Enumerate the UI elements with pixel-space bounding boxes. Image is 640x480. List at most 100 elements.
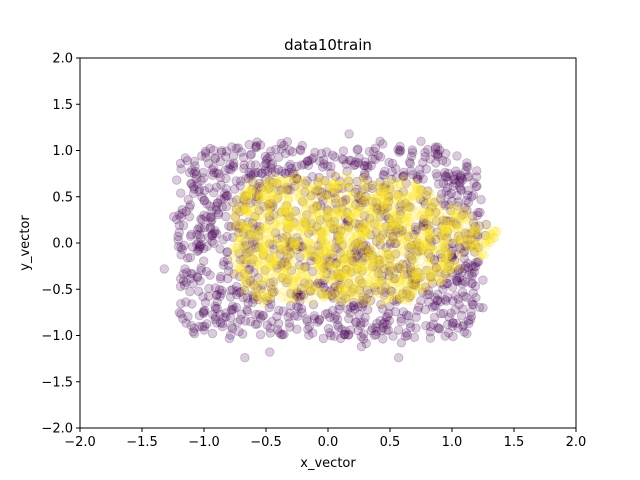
yellow-point — [409, 273, 420, 283]
purple-point — [355, 320, 366, 331]
purple-point — [276, 244, 286, 255]
purple-point — [380, 210, 391, 221]
purple-point — [252, 319, 262, 329]
yellow-point — [303, 236, 314, 247]
yellow-point — [328, 220, 339, 230]
yellow-point — [349, 293, 359, 303]
yellow-point — [332, 263, 343, 274]
purple-point — [203, 158, 214, 169]
purple-point — [350, 239, 361, 249]
purple-point — [415, 241, 425, 252]
purple-point — [294, 292, 304, 302]
yellow-point — [283, 247, 294, 258]
purple-point — [269, 244, 279, 255]
purple-point — [291, 289, 301, 299]
purple-point — [425, 272, 436, 282]
purple-point — [401, 259, 411, 270]
purple-point — [332, 224, 343, 234]
purple-point — [173, 231, 183, 242]
yellow-point — [425, 190, 436, 201]
purple-point — [302, 210, 312, 220]
purple-point — [375, 255, 385, 265]
purple-point — [228, 162, 239, 172]
yellow-point — [306, 188, 316, 198]
yellow-point — [283, 193, 294, 204]
yellow-point — [322, 240, 332, 251]
yellow-point — [396, 246, 406, 257]
yellow-point — [269, 219, 279, 229]
yellow-point — [325, 197, 335, 208]
purple-point — [308, 153, 319, 163]
purple-point — [359, 245, 369, 255]
purple-point — [387, 221, 398, 231]
yellow-point — [285, 259, 295, 269]
yellow-point — [299, 217, 309, 227]
purple-point — [433, 323, 443, 333]
yellow-point — [263, 263, 273, 273]
yellow-point — [341, 249, 352, 260]
yellow-point — [402, 208, 412, 218]
yellow-point — [338, 284, 348, 295]
yellow-point — [389, 244, 399, 254]
yellow-point — [274, 176, 285, 187]
purple-point — [341, 159, 351, 169]
purple-point — [249, 239, 260, 250]
purple-point — [385, 224, 395, 235]
yellow-point — [420, 268, 430, 278]
purple-point — [359, 334, 369, 344]
yellow-point — [321, 225, 331, 236]
purple-point — [240, 190, 250, 201]
yellow-point — [250, 277, 260, 288]
yellow-point — [451, 258, 461, 269]
purple-point — [430, 293, 441, 303]
purple-point — [406, 322, 416, 333]
purple-point — [399, 170, 409, 181]
purple-point — [239, 195, 249, 205]
yellow-point — [325, 274, 335, 285]
yellow-point — [415, 243, 426, 253]
purple-point — [398, 171, 409, 182]
purple-point — [337, 240, 347, 250]
yellow-point — [378, 282, 388, 293]
purple-point — [303, 228, 314, 238]
yellow-point — [321, 291, 331, 302]
yellow-point — [415, 185, 426, 195]
yellow-point — [329, 178, 339, 189]
yellow-point — [377, 245, 388, 256]
purple-point — [423, 186, 433, 196]
purple-point — [363, 246, 373, 257]
yellow-point — [232, 260, 243, 271]
yellow-point — [263, 208, 273, 218]
yellow-point — [442, 269, 453, 280]
yellow-point — [428, 211, 438, 221]
purple-point — [304, 330, 314, 340]
yellow-point — [453, 202, 463, 212]
purple-point — [430, 144, 441, 154]
yellow-point — [325, 241, 335, 251]
purple-point — [193, 286, 204, 297]
yellow-point — [263, 272, 273, 283]
purple-point — [190, 161, 200, 171]
purple-point — [330, 258, 341, 269]
yellow-point — [320, 236, 331, 247]
purple-point — [411, 224, 421, 235]
purple-point — [463, 190, 473, 200]
purple-point — [443, 176, 453, 186]
yellow-point — [259, 254, 269, 264]
purple-point — [306, 256, 316, 266]
yellow-point — [408, 289, 418, 299]
yellow-point — [482, 240, 492, 251]
yellow-point — [374, 278, 385, 288]
purple-point — [352, 250, 362, 261]
purple-point — [198, 243, 209, 254]
yellow-point — [447, 236, 457, 246]
yellow-point — [291, 220, 302, 231]
purple-point — [256, 284, 266, 294]
purple-point — [447, 250, 457, 260]
purple-point — [252, 282, 262, 293]
purple-point — [364, 289, 374, 299]
purple-point — [339, 329, 350, 340]
yellow-point — [262, 205, 272, 216]
purple-point — [395, 263, 405, 274]
purple-point — [469, 267, 480, 277]
